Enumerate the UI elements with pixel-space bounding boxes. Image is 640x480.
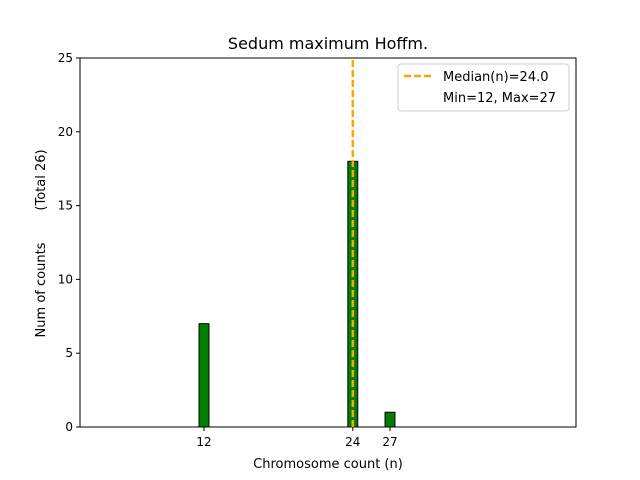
- bar-12: [198, 323, 210, 428]
- y-tick-label-15: 15: [58, 199, 73, 213]
- legend: Median(n)=24.0 Min=12, Max=27: [397, 63, 570, 112]
- y-axis-label: Num of counts: [34, 242, 49, 337]
- y-tick-label-10: 10: [58, 272, 73, 286]
- bar-27: [384, 411, 396, 428]
- bars-group: [198, 160, 396, 428]
- x-tick-label-27: 27: [382, 435, 397, 449]
- y-axis-ticks: 0 5 10 15 20 25: [58, 51, 80, 434]
- x-tick-label-24: 24: [345, 435, 360, 449]
- chart-title: Sedum maximum Hoffm.: [228, 34, 428, 53]
- y-tick-label-20: 20: [58, 125, 73, 139]
- y-tick-label-0: 0: [65, 420, 73, 434]
- plot-frame: [79, 57, 577, 428]
- x-axis-ticks: 12 24 27: [196, 427, 398, 449]
- y-tick-label-25: 25: [58, 51, 73, 65]
- x-tick-label-12: 12: [196, 435, 211, 449]
- y-axis-total-label: (Total 26): [34, 149, 49, 210]
- legend-box: [397, 63, 570, 112]
- y-tick-label-5: 5: [65, 346, 73, 360]
- x-axis-label: Chromosome count (n): [253, 457, 403, 472]
- plot-area: [79, 57, 577, 428]
- legend-range-label: Min=12, Max=27: [443, 91, 556, 106]
- legend-median-label: Median(n)=24.0: [443, 70, 549, 85]
